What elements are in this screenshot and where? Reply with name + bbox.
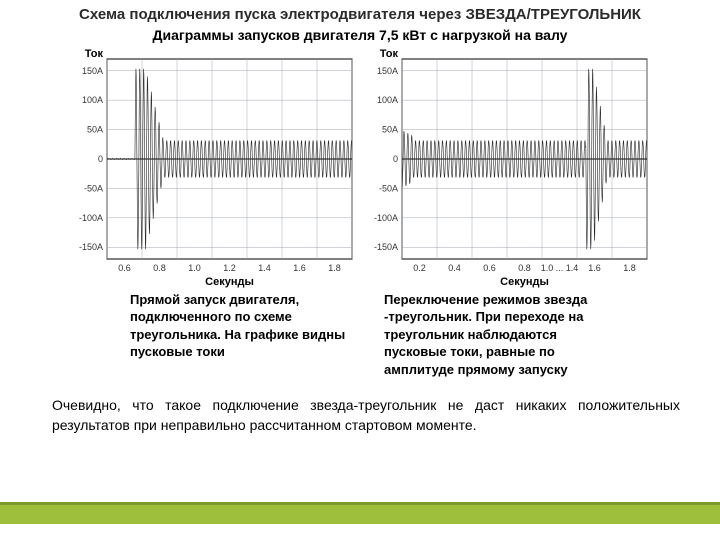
svg-text:0.8: 0.8 bbox=[518, 263, 531, 273]
svg-text:Ток: Ток bbox=[85, 48, 104, 60]
svg-text:0: 0 bbox=[98, 154, 103, 164]
svg-text:Секунды: Секунды bbox=[205, 276, 254, 288]
svg-text:1.2: 1.2 bbox=[223, 263, 236, 273]
oscillogram-left: 150A 100A 50A 0 -50A -100A -150A Ток 0.6 0.8 1.0 1.… bbox=[67, 45, 358, 289]
svg-text:0.8: 0.8 bbox=[153, 263, 166, 273]
svg-text:100A: 100A bbox=[377, 95, 398, 105]
svg-text:50A: 50A bbox=[382, 124, 398, 134]
svg-text:1.6: 1.6 bbox=[588, 263, 601, 273]
svg-text:1.0: 1.0 bbox=[188, 263, 201, 273]
svg-text:100A: 100A bbox=[82, 95, 103, 105]
svg-text:0.6: 0.6 bbox=[483, 263, 496, 273]
chart-left: 150A 100A 50A 0 -50A -100A -150A Ток 0.6 0.8 1.0 1.… bbox=[67, 45, 358, 289]
svg-text:0.2: 0.2 bbox=[413, 263, 426, 273]
caption-row: Прямой запуск двигателя, подключенного п… bbox=[0, 289, 720, 379]
body-text: Очевидно, что такое подключение звезда-т… bbox=[0, 378, 720, 435]
page-title: Схема подключения пуска электродвигателя… bbox=[0, 0, 720, 25]
svg-text:-50A: -50A bbox=[84, 183, 103, 193]
chart-right: 150A 100A 50A 0 -50A -100A -150A Ток 0.2 0.4 0.6 0.… bbox=[362, 45, 653, 289]
svg-text:-50A: -50A bbox=[379, 183, 398, 193]
svg-text:Ток: Ток bbox=[380, 48, 399, 60]
svg-text:-150A: -150A bbox=[79, 242, 103, 252]
caption-right: Переключение режимов звезда -треугольник… bbox=[376, 291, 610, 379]
chart-row: 150A 100A 50A 0 -50A -100A -150A Ток 0.6 0.8 1.0 1.… bbox=[0, 45, 720, 289]
page-subtitle: Диаграммы запусков двигателя 7,5 кВт с н… bbox=[0, 27, 720, 43]
svg-text:150A: 150A bbox=[82, 66, 103, 76]
svg-text:0: 0 bbox=[393, 154, 398, 164]
svg-text:0.6: 0.6 bbox=[118, 263, 131, 273]
svg-text:1.8: 1.8 bbox=[328, 263, 341, 273]
svg-text:150A: 150A bbox=[377, 66, 398, 76]
svg-text:1.4: 1.4 bbox=[258, 263, 271, 273]
footer-accent-band bbox=[0, 502, 720, 524]
svg-text:-150A: -150A bbox=[374, 242, 398, 252]
oscillogram-right: 150A 100A 50A 0 -50A -100A -150A Ток 0.2 0.4 0.6 0.… bbox=[362, 45, 653, 289]
svg-text:Секунды: Секунды bbox=[500, 276, 549, 288]
svg-text:1.6: 1.6 bbox=[293, 263, 306, 273]
caption-left: Прямой запуск двигателя, подключенного п… bbox=[130, 291, 356, 379]
svg-text:-100A: -100A bbox=[79, 213, 103, 223]
svg-text:1.0 ... 1.4: 1.0 ... 1.4 bbox=[541, 263, 579, 273]
svg-text:-100A: -100A bbox=[374, 213, 398, 223]
svg-text:1.8: 1.8 bbox=[623, 263, 636, 273]
svg-text:50A: 50A bbox=[87, 124, 103, 134]
svg-text:0.4: 0.4 bbox=[448, 263, 461, 273]
